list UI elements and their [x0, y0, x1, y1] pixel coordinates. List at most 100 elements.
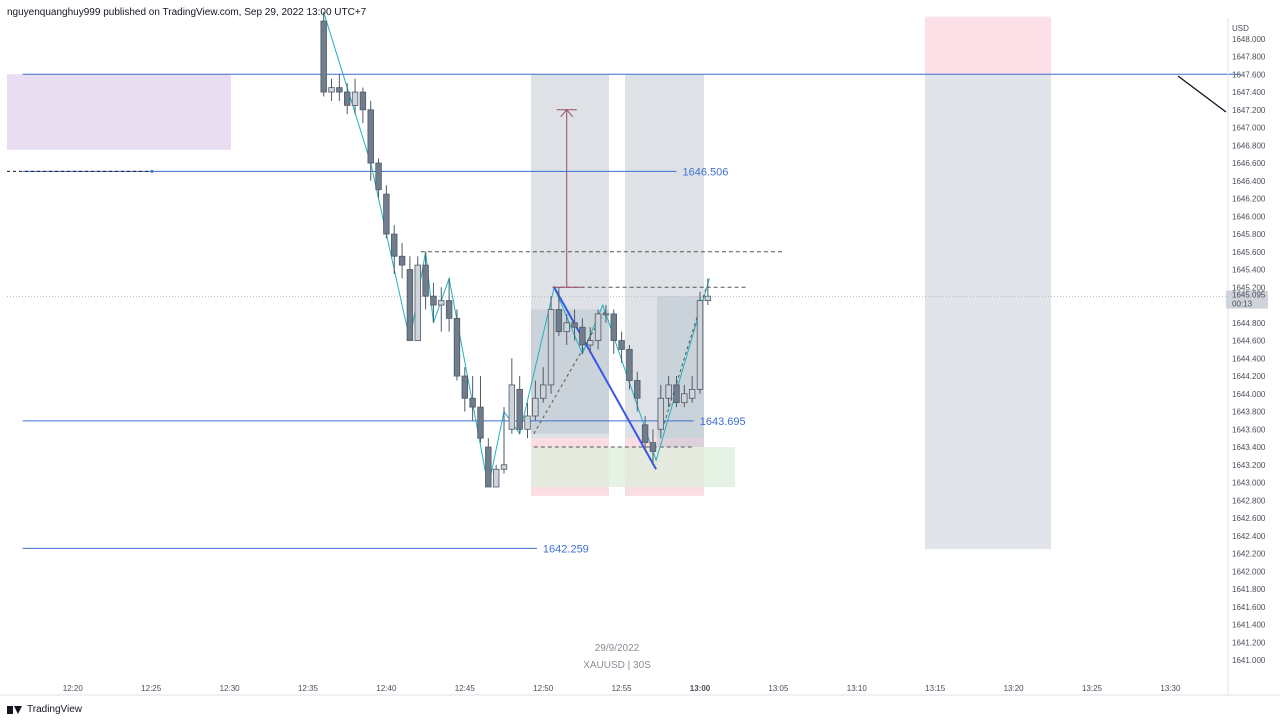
- drawings-layer: [323, 12, 1227, 488]
- candle: [343, 83, 351, 115]
- candle-body: [508, 384, 516, 430]
- candle: [532, 380, 539, 421]
- candle: [485, 438, 492, 488]
- y-tick-label: 1643.800: [1232, 408, 1266, 417]
- candle: [524, 402, 531, 439]
- y-tick-label: 1642.600: [1232, 514, 1266, 523]
- y-tick-label: 1644.000: [1232, 390, 1266, 399]
- candle: [618, 331, 625, 363]
- candle-body: [336, 87, 343, 93]
- candle: [508, 358, 516, 434]
- candle-body: [391, 233, 398, 257]
- footer-brand: TradingView: [27, 704, 83, 715]
- candle: [696, 291, 704, 394]
- watermark-date: 29/9/2022: [595, 643, 640, 654]
- y-tick-label: 1647.200: [1232, 106, 1266, 115]
- candle: [398, 242, 406, 279]
- current-price-countdown: 00:13: [1232, 300, 1253, 309]
- y-tick-label: 1645.200: [1232, 283, 1266, 292]
- candle-body: [673, 384, 680, 404]
- blue-leg: [553, 286, 657, 470]
- candle-body: [469, 397, 476, 408]
- candle-body: [383, 193, 390, 235]
- candle-body: [328, 87, 335, 93]
- candle: [336, 74, 343, 101]
- y-tick-label: 1641.600: [1232, 603, 1266, 612]
- candle: [555, 287, 563, 337]
- candle-body: [555, 309, 563, 333]
- y-tick-label: 1641.800: [1232, 585, 1266, 594]
- candle: [704, 278, 712, 306]
- y-tick-label: 1645.600: [1232, 248, 1266, 257]
- candle: [587, 327, 594, 354]
- candle-body: [492, 468, 500, 488]
- candle: [540, 367, 547, 403]
- candle: [406, 256, 414, 341]
- y-tick-label: 1644.800: [1232, 319, 1266, 328]
- x-tick-label: 12:55: [612, 684, 633, 693]
- candle-body: [343, 91, 351, 106]
- candle: [579, 318, 586, 354]
- zones-layer: [7, 16, 1051, 550]
- candle-body: [602, 313, 610, 316]
- candle-body: [477, 406, 484, 439]
- candle-body: [359, 91, 367, 111]
- x-tick-label: 13:05: [768, 684, 789, 693]
- candles-layer: [320, 12, 712, 488]
- tradingview-footer[interactable]: TradingView: [7, 704, 82, 715]
- y-tick-label: 1644.200: [1232, 372, 1266, 381]
- candle: [351, 78, 359, 115]
- x-tick-label: 13:00: [690, 684, 711, 693]
- y-tick-label: 1647.600: [1232, 70, 1266, 79]
- candle-body: [532, 397, 539, 417]
- y-tick-label: 1641.200: [1232, 638, 1266, 647]
- candle: [610, 309, 617, 354]
- tradingview-logo-icon: [7, 705, 23, 715]
- y-tick-label: 1643.000: [1232, 479, 1266, 488]
- candle: [649, 429, 657, 465]
- y-tick-label: 1642.000: [1232, 567, 1266, 576]
- stub-point: [150, 169, 154, 173]
- candle: [681, 384, 688, 408]
- green-zone: [531, 447, 735, 487]
- candle-body: [688, 388, 696, 399]
- current-price-tag: [1226, 290, 1268, 309]
- x-tick-label: 12:30: [220, 684, 241, 693]
- candle: [445, 278, 453, 332]
- candle: [469, 376, 476, 421]
- currency-label: USD: [1232, 24, 1249, 33]
- publisher-line: nguyenquanghuy999 published on TradingVi…: [7, 7, 367, 18]
- candle-body: [422, 264, 429, 297]
- x-tick-label: 13:20: [1004, 684, 1025, 693]
- pink-zone-top: [925, 16, 1051, 75]
- gray-zone-2: [625, 74, 704, 439]
- level-label: 1646.506: [682, 166, 728, 178]
- candle: [422, 251, 429, 310]
- y-tick-label: 1642.200: [1232, 550, 1266, 559]
- candle-body: [485, 446, 492, 488]
- candle: [602, 305, 610, 323]
- candle: [430, 282, 437, 323]
- x-tick-label: 12:45: [455, 684, 476, 693]
- y-tick-label: 1647.400: [1232, 88, 1266, 97]
- candle-body: [375, 162, 382, 191]
- candle-body: [563, 322, 570, 333]
- candle-body: [398, 255, 406, 266]
- x-tick-label: 12:50: [533, 684, 554, 693]
- candle-body: [414, 264, 421, 341]
- x-tick-label: 12:20: [63, 684, 84, 693]
- candle-body: [665, 384, 672, 399]
- y-tick-label: 1647.800: [1232, 53, 1266, 62]
- candle-body: [657, 397, 664, 430]
- target-arrowhead: [560, 109, 574, 118]
- candle-body: [696, 300, 704, 390]
- x-tick-label: 13:30: [1160, 684, 1181, 693]
- y-tick-label: 1646.200: [1232, 195, 1266, 204]
- candle: [673, 376, 680, 408]
- x-tick-label: 12:40: [376, 684, 397, 693]
- candle-body: [626, 349, 633, 381]
- candle-body: [594, 313, 602, 341]
- y-tick-label: 1642.800: [1232, 496, 1266, 505]
- candle-body: [681, 393, 688, 404]
